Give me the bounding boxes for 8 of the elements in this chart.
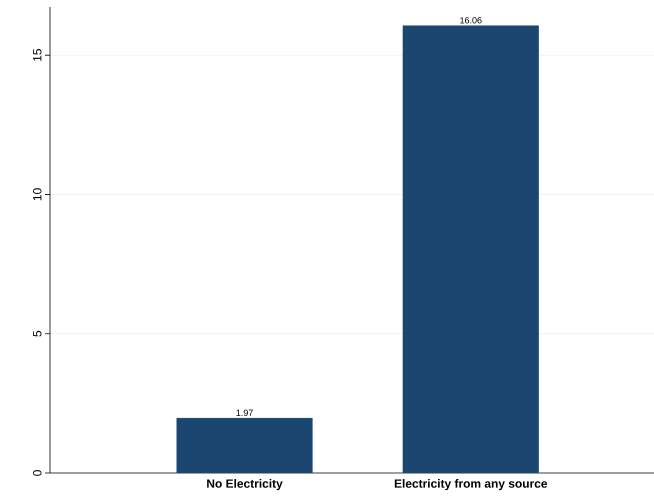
x-tick-label: No Electricity: [207, 479, 283, 490]
x-tick-label: Electricity from any source: [394, 479, 548, 490]
data-label: 16.06: [460, 17, 482, 24]
y-tick-label: 15: [33, 49, 42, 61]
y-tick-label: 10: [33, 188, 42, 200]
data-label: 1.97: [236, 410, 253, 416]
y-tick-label: 0: [33, 470, 42, 476]
y-tick-label: 5: [33, 330, 42, 337]
